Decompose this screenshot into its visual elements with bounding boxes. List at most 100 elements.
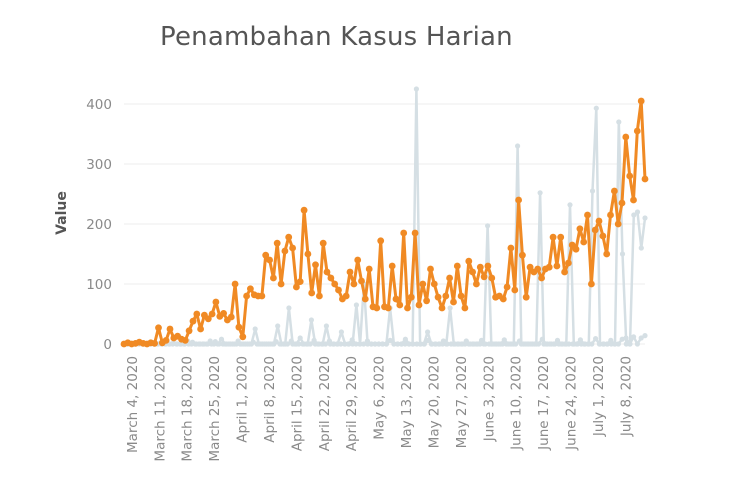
data-point [197, 325, 205, 333]
data-point [461, 304, 469, 312]
data-point [572, 245, 580, 253]
data-point [235, 323, 243, 331]
data-point [208, 341, 215, 347]
data-point [303, 341, 310, 347]
data-point [585, 341, 591, 347]
data-point [208, 310, 216, 318]
data-point [205, 341, 211, 347]
x-tick-label: April 22, 2020 [317, 356, 333, 451]
data-point [580, 238, 588, 246]
data-point [509, 341, 515, 347]
data-point [600, 341, 606, 347]
data-point [212, 339, 218, 345]
data-point [608, 337, 614, 343]
data-point [430, 280, 438, 288]
data-point [327, 274, 335, 282]
y-tick-label: 300 [86, 157, 112, 173]
data-point [364, 338, 370, 344]
data-point [469, 268, 476, 276]
data-point [254, 341, 260, 347]
data-point [358, 277, 365, 285]
data-point [603, 250, 611, 258]
data-point [376, 341, 382, 347]
x-tick-label: June 3, 2020 [481, 356, 497, 442]
data-point [247, 285, 254, 293]
data-point [634, 341, 641, 347]
data-point [410, 341, 416, 347]
data-point [581, 341, 587, 347]
data-point [576, 225, 584, 233]
data-point [595, 217, 603, 225]
data-point [174, 341, 180, 347]
data-point [484, 262, 492, 270]
data-point [395, 341, 401, 347]
data-point [334, 341, 340, 347]
data-point [342, 341, 348, 347]
data-point [383, 341, 389, 347]
data-point [633, 127, 641, 135]
data-point [459, 341, 466, 347]
data-point [315, 341, 321, 347]
data-point [345, 341, 351, 347]
data-point [365, 265, 373, 273]
data-point [231, 341, 237, 347]
data-point [178, 341, 184, 347]
data-point [526, 263, 534, 271]
x-tick-label: March 11, 2020 [152, 356, 168, 462]
data-point [224, 341, 230, 347]
data-point [475, 341, 481, 347]
data-point [558, 341, 564, 347]
data-point [193, 310, 201, 318]
data-point [591, 226, 599, 234]
data-point [286, 305, 292, 311]
data-point [311, 337, 317, 343]
x-tick-label: May 20, 2020 [426, 356, 442, 448]
data-point [465, 257, 473, 265]
data-point [473, 280, 480, 288]
data-point [216, 341, 222, 347]
data-point [440, 338, 446, 344]
data-point [220, 341, 226, 347]
data-point [258, 292, 266, 300]
data-point [446, 274, 453, 282]
data-point [453, 262, 461, 270]
data-point [524, 341, 530, 347]
data-point [433, 341, 439, 347]
data-point [537, 190, 543, 196]
data-point [265, 341, 272, 347]
data-point [634, 209, 641, 215]
data-point [304, 250, 312, 258]
series-0 [120, 97, 649, 348]
data-point [380, 341, 386, 347]
data-point [399, 341, 405, 347]
data-point [547, 341, 553, 347]
y-tick-label: 0 [103, 337, 112, 353]
x-tick-label: April 1, 2020 [235, 356, 251, 443]
data-point [618, 199, 626, 207]
y-tick-label: 100 [86, 277, 112, 293]
data-point [204, 315, 212, 323]
data-point [308, 289, 316, 297]
data-point [296, 278, 304, 285]
data-point [262, 341, 268, 347]
x-axis-ticks: March 4, 2020 March 11, 2020 March 18, 202… [125, 356, 635, 462]
data-point [631, 334, 637, 340]
data-point [392, 295, 400, 303]
data-point [438, 304, 446, 312]
data-point [350, 280, 358, 288]
data-point [641, 175, 649, 183]
data-point [452, 341, 458, 347]
data-point [471, 341, 477, 347]
data-point [361, 341, 367, 347]
data-point [612, 341, 618, 347]
series-lines [120, 86, 649, 348]
data-point [349, 337, 355, 343]
data-point [607, 211, 614, 219]
data-point [589, 188, 596, 194]
data-point [252, 326, 258, 332]
data-point [497, 341, 504, 347]
data-point [212, 298, 220, 306]
data-point [181, 337, 189, 344]
y-tick-label: 200 [86, 217, 112, 233]
